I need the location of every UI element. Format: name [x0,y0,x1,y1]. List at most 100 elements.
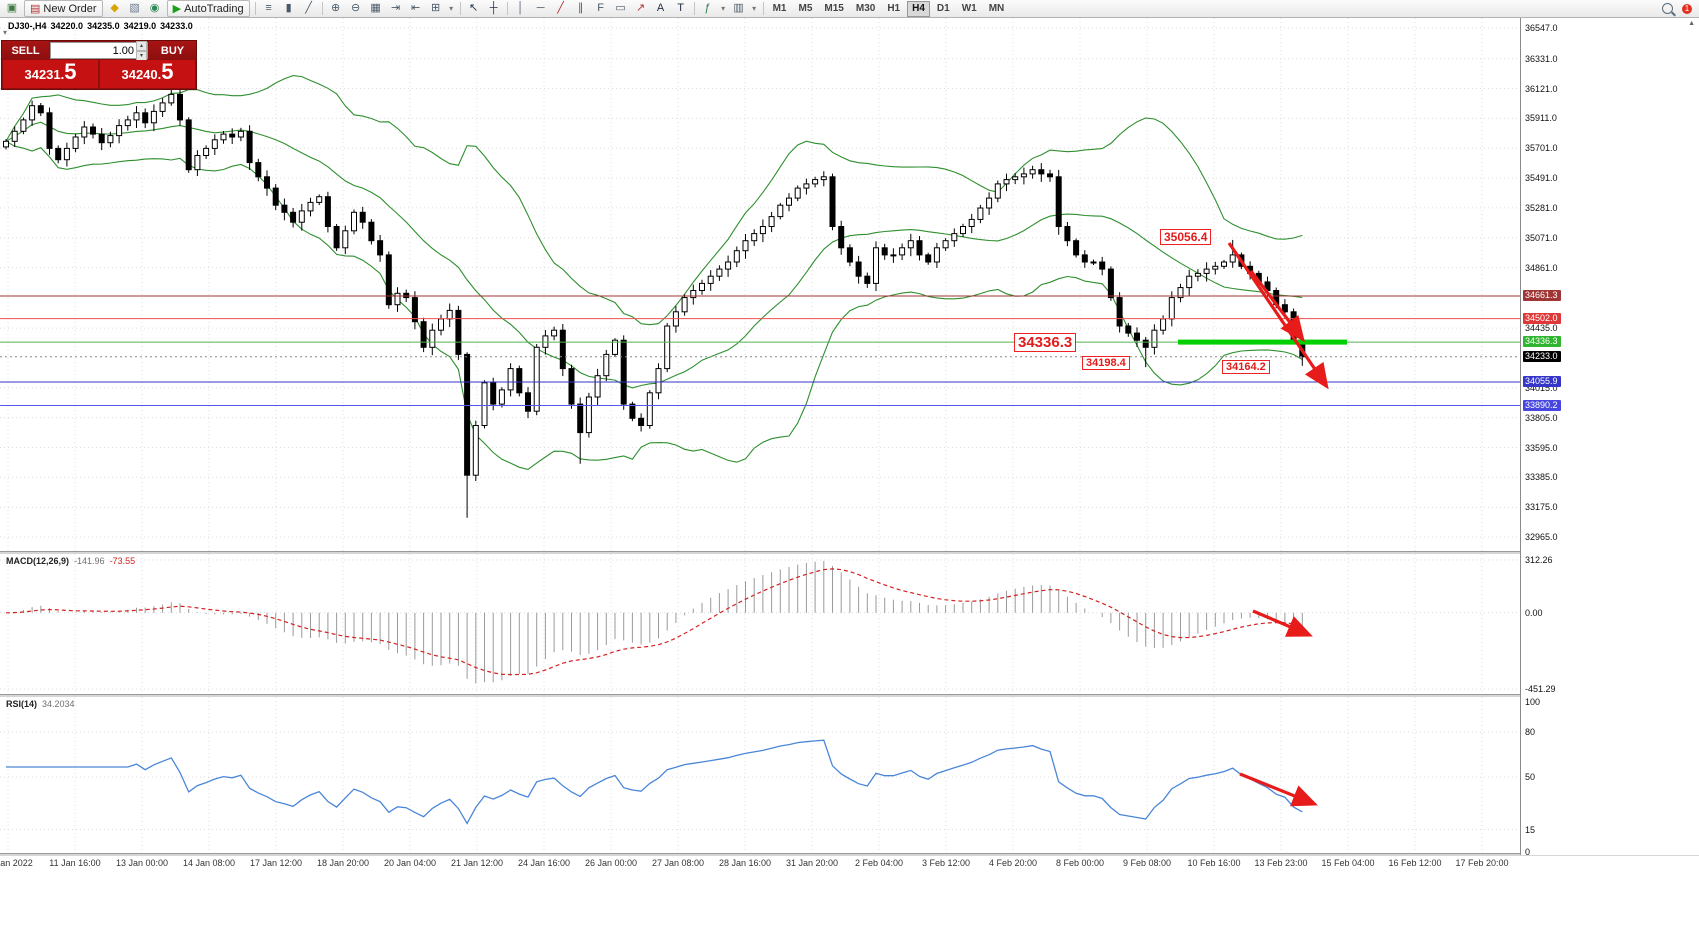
price-tick-label: 34435.0 [1525,323,1558,334]
buy-price-display[interactable]: 34240. 5 [100,60,195,88]
trendline-icon[interactable]: ╱ [557,2,564,14]
timeframe-d1-button[interactable]: D1 [936,3,950,14]
level-price-label: 33890.2 [1523,399,1561,411]
one-click-panel-toggle[interactable]: ▾ [3,28,8,37]
new-order-button[interactable]: ▤ New Order [24,0,103,17]
bar-chart-icon[interactable]: ≡ [265,2,272,14]
price-axis[interactable]: 36547.0 36331.0 36121.0 35911.0 35701.0 35491… [1520,18,1699,857]
time-tick-label: 2 Feb 04:00 [854,858,904,868]
vertical-line-icon[interactable]: │ [517,2,525,14]
horizontal-line-icon[interactable]: ─ [536,2,545,14]
timeframe-m30-button[interactable]: M30 [855,3,876,14]
autotrading-button[interactable]: ▶ AutoTrading [166,0,250,17]
tile-windows-icon[interactable]: ⊞ [430,2,441,14]
macd-indicator-panel[interactable] [0,554,1520,694]
rsi-tick-label: 100 [1525,697,1541,707]
crosshair-icon[interactable]: ┼ [489,2,498,14]
text-icon[interactable]: A [656,2,665,14]
macd-tick-label: 312.26 [1525,555,1553,565]
timeframe-h1-button[interactable]: H1 [887,3,901,14]
dropdown-caret-icon[interactable]: ▾ [721,3,726,13]
rsi-label: RSI(14) 34.2034 [6,699,75,709]
shapes-icon[interactable]: ▭ [615,2,626,14]
sell-price-display[interactable]: 34231. 5 [3,60,98,88]
strategy-tester-icon[interactable]: ▧ [129,2,140,14]
ohlc-low: 34219.0 [123,21,157,31]
toolbar-separator [506,2,508,15]
zoom-in-icon[interactable]: ⊕ [330,2,341,14]
main-chart-panel[interactable] [0,18,1520,551]
sell-button[interactable]: SELL [2,41,49,60]
chart-price-annotation[interactable]: 35056.4 [1160,229,1212,245]
volume-field[interactable]: 1.00 ▴ ▾ [50,40,148,61]
text-label-icon[interactable]: T [677,2,684,14]
dropdown-caret-icon[interactable]: ▾ [752,3,757,13]
templates-icon[interactable]: ▥ [733,2,744,14]
chart-price-annotation[interactable]: 34164.2 [1222,360,1270,374]
chart-window-icon[interactable]: ▣ [6,2,18,14]
rsi-indicator-panel[interactable] [0,697,1520,853]
ohlc-high: 34235.0 [87,21,120,31]
buy-button[interactable]: BUY [149,41,196,60]
time-tick-label: 20 Jan 04:00 [383,858,437,868]
timeframe-mn-button[interactable]: MN [988,3,1005,14]
timeframe-m5-button[interactable]: M5 [798,3,813,14]
panel-separator[interactable] [0,694,1699,697]
zoom-out-icon[interactable]: ⊖ [350,2,361,14]
price-tick-label: 35281.0 [1525,202,1558,213]
time-tick-label: 10 Feb 16:00 [1187,858,1241,868]
indicators-icon[interactable]: ƒ [704,2,711,14]
fibonacci-icon[interactable]: F [597,2,604,14]
level-price-label: 34502.0 [1523,312,1561,324]
search-icon[interactable] [1658,1,1676,16]
chart-shift-icon[interactable]: ⇤ [410,2,421,14]
candlestick-chart-icon[interactable]: ▮ [285,2,292,14]
chart-price-annotation[interactable]: 34198.4 [1082,356,1130,370]
toolbar-separator [693,2,695,15]
connection-status-icon[interactable]: 1 [1678,1,1696,16]
time-tick-label: 13 Feb 23:00 [1254,858,1308,868]
autotrading-icon: ▶ [172,3,182,15]
grid-icon[interactable]: ▦ [370,2,381,14]
buy-price-main: 34240. [121,67,162,82]
time-tick-label: 9 Feb 08:00 [1122,858,1172,868]
line-chart-icon[interactable]: ╱ [305,2,312,14]
time-tick-label: 31 Jan 20:00 [785,858,839,868]
one-click-trading-panel: SELL 1.00 ▴ ▾ BUY 34231. 5 34240. 5 [1,40,197,90]
timeframe-w1-button[interactable]: W1 [961,3,977,14]
cursor-icon[interactable]: ↖ [468,2,479,14]
toolbar-separator [459,2,461,15]
timeframe-h4-button[interactable]: H4 [907,0,930,17]
time-tick-label: 8 Feb 00:00 [1055,858,1105,868]
price-tick-label: 36121.0 [1525,83,1558,94]
metaeditor-icon[interactable]: ◆ [110,2,119,14]
equidistant-channel-icon[interactable]: ∥ [577,2,584,14]
ohlc-open: 34220.0 [50,21,84,31]
volume-up-button[interactable]: ▴ [136,40,147,51]
arrows-icon[interactable]: ↗ [635,2,646,14]
dropdown-caret-icon[interactable]: ▾ [449,3,454,13]
panel-separator[interactable] [0,853,1699,856]
time-tick-label: 26 Jan 00:00 [584,858,638,868]
scroll-up-icon[interactable]: ▲ [1688,20,1695,27]
time-tick-label: 14 Jan 08:00 [182,858,236,868]
timeframe-m1-button[interactable]: M1 [772,3,787,14]
buy-price-big-digit: 5 [161,59,174,84]
panel-separator[interactable] [0,551,1699,554]
time-tick-label: 4 Feb 20:00 [988,858,1038,868]
level-price-label: 34661.3 [1523,290,1561,301]
timeframe-m15-button[interactable]: M15 [824,3,844,14]
price-tick-label: 33805.0 [1525,412,1558,423]
symbol-period-label: DJ30-,H4 [8,21,47,31]
volume-down-button[interactable]: ▾ [136,50,147,61]
time-tick-label: 3 Feb 12:00 [921,858,971,868]
chart-price-annotation[interactable]: 34336.3 [1014,333,1077,352]
macd-signal-value: -73.55 [109,556,136,566]
sell-price-main: 34231. [24,67,65,82]
market-watch-icon[interactable]: ◉ [149,2,160,14]
time-axis[interactable]: 10 Jan 2022 11 Jan 16:00 13 Jan 00:00 14 Ja… [0,855,1699,873]
price-tick-label: 34015.0 [1525,382,1558,393]
auto-scroll-icon[interactable]: ⇥ [390,2,401,14]
rsi-tick-label: 15 [1525,824,1536,835]
